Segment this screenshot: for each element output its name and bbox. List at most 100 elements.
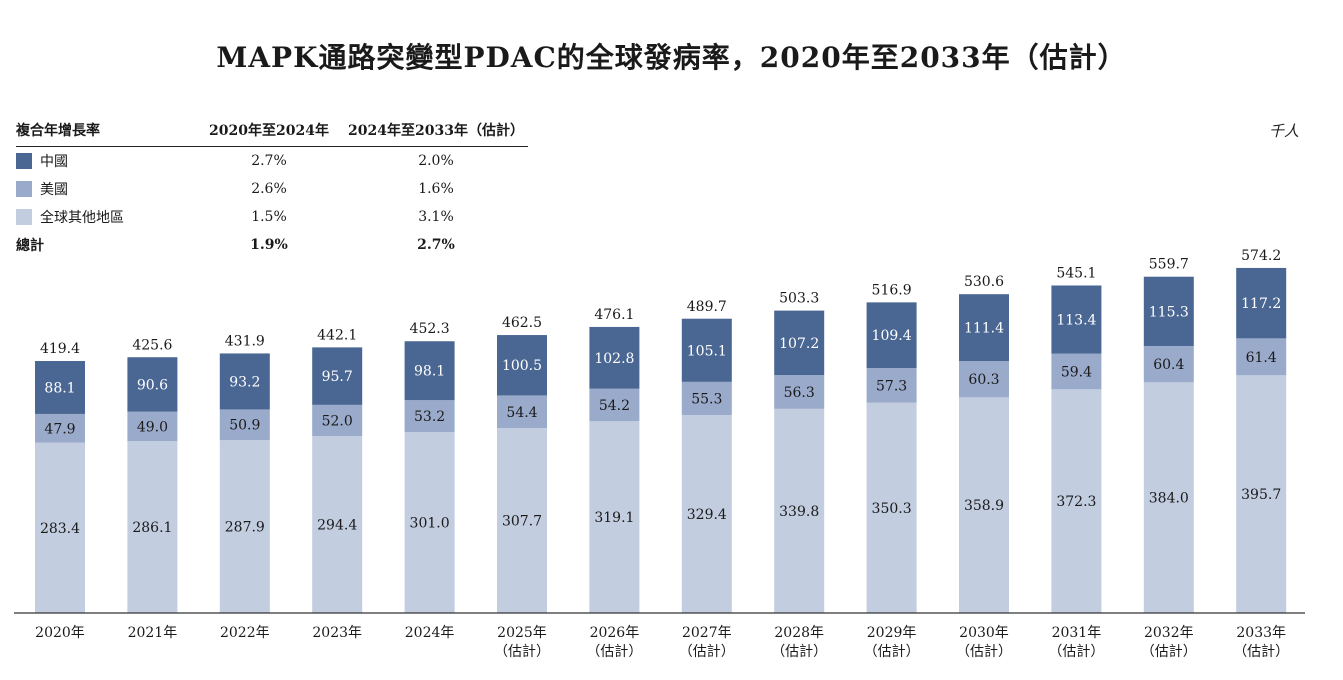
bar-china-3 xyxy=(312,347,363,405)
value-label-china-12: 115.3 xyxy=(1149,304,1189,320)
legend-header: 複合年增長率 2020年至2024年 2024年至2033年（估計） xyxy=(16,120,528,147)
x-tick-sublabel-11: （估計） xyxy=(1048,644,1104,660)
value-label-rest-of-world-2: 287.9 xyxy=(225,520,265,536)
total-label-3: 442.1 xyxy=(317,327,357,343)
value-label-china-4: 98.1 xyxy=(414,364,445,380)
value-label-china-9: 109.4 xyxy=(872,328,912,344)
x-tick-label-11: 2031年 xyxy=(1052,625,1102,641)
value-label-rest-of-world-9: 350.3 xyxy=(872,501,912,517)
bar-china-8 xyxy=(774,310,825,376)
total-label-10: 530.6 xyxy=(964,274,1004,290)
bar-china-11 xyxy=(1051,285,1102,354)
total-label-8: 503.3 xyxy=(779,291,819,307)
legend-cagr2-rest-of-world: 3.1% xyxy=(418,209,454,225)
bar-china-9 xyxy=(866,302,917,369)
bar-rest-of-world-8 xyxy=(774,408,825,613)
x-tick-label-6: 2026年 xyxy=(590,625,640,641)
legend-swatch-rest-of-world xyxy=(16,209,32,225)
value-label-rest-of-world-0: 283.4 xyxy=(40,521,80,537)
x-tick-label-13: 2033年 xyxy=(1236,625,1286,641)
total-label-2: 431.9 xyxy=(225,333,265,349)
value-label-us-4: 53.2 xyxy=(414,409,445,425)
value-label-china-6: 102.8 xyxy=(594,351,634,367)
x-tick-sublabel-6: （估計） xyxy=(586,644,642,660)
legend-header-period1: 2020年至2024年 xyxy=(209,123,329,139)
value-label-china-2: 93.2 xyxy=(229,374,260,390)
total-label-1: 425.6 xyxy=(132,337,172,353)
value-label-us-10: 60.3 xyxy=(968,372,999,388)
legend-header-cagr: 複合年增長率 xyxy=(16,123,100,139)
total-label-6: 476.1 xyxy=(594,307,634,323)
bar-china-1 xyxy=(127,357,178,412)
bar-us-3 xyxy=(312,404,363,437)
bar-us-5 xyxy=(497,395,547,429)
total-label-12: 559.7 xyxy=(1149,257,1189,273)
legend-label-china: 中國 xyxy=(40,154,68,170)
total-label-4: 452.3 xyxy=(410,321,450,337)
bar-us-11 xyxy=(1051,353,1102,390)
legend-cagr2-china: 2.0% xyxy=(418,153,454,169)
chart-title: MAPK通路突變型PDAC的全球發病率，2020年至2033年（估計） xyxy=(216,41,1127,74)
value-label-rest-of-world-12: 384.0 xyxy=(1149,491,1189,507)
bar-china-13 xyxy=(1236,267,1287,339)
value-label-rest-of-world-10: 358.9 xyxy=(964,498,1004,514)
legend-swatch-us xyxy=(16,181,32,197)
x-tick-label-12: 2032年 xyxy=(1144,625,1194,641)
legend-cagr2-total: 2.7% xyxy=(417,237,455,253)
x-tick-sublabel-5: （估計） xyxy=(494,644,550,660)
legend-table: 複合年增長率 2020年至2024年 2024年至2033年（估計） 中國 2.… xyxy=(16,120,528,259)
x-tick-label-0: 2020年 xyxy=(35,625,85,641)
bar-rest-of-world-5 xyxy=(497,428,547,613)
bar-china-12 xyxy=(1143,276,1194,346)
value-label-us-2: 50.9 xyxy=(229,418,260,434)
total-label-7: 489.7 xyxy=(687,299,727,315)
bar-rest-of-world-1 xyxy=(127,441,178,613)
value-label-us-3: 52.0 xyxy=(322,413,353,429)
bar-china-10 xyxy=(959,294,1009,362)
bar-us-9 xyxy=(866,368,917,403)
value-label-us-13: 61.4 xyxy=(1246,350,1277,366)
x-tick-sublabel-13: （估計） xyxy=(1233,644,1289,660)
x-tick-sublabel-9: （估計） xyxy=(864,644,920,660)
value-label-us-8: 56.3 xyxy=(784,385,815,401)
bar-china-2 xyxy=(219,353,270,410)
legend-row-rest-of-world: 全球其他地區 1.5% 3.1% xyxy=(16,203,528,231)
bar-china-7 xyxy=(681,318,732,382)
value-label-rest-of-world-5: 307.7 xyxy=(502,514,542,530)
x-tick-sublabel-12: （估計） xyxy=(1141,644,1197,660)
bar-us-1 xyxy=(127,411,178,442)
bar-rest-of-world-7 xyxy=(681,415,732,613)
value-label-rest-of-world-1: 286.1 xyxy=(132,520,172,536)
bar-us-0 xyxy=(35,413,85,443)
legend-row-china: 中國 2.7% 2.0% xyxy=(16,147,528,175)
value-label-china-5: 100.5 xyxy=(502,358,542,374)
value-label-us-11: 59.4 xyxy=(1061,364,1092,380)
value-label-us-5: 54.4 xyxy=(506,405,537,421)
x-tick-label-8: 2028年 xyxy=(774,625,824,641)
bar-china-6 xyxy=(589,326,640,389)
bar-us-12 xyxy=(1143,345,1194,383)
legend-label-total: 總計 xyxy=(16,238,44,254)
value-label-china-0: 88.1 xyxy=(44,380,75,396)
value-label-rest-of-world-13: 395.7 xyxy=(1241,487,1281,503)
value-label-us-12: 60.4 xyxy=(1153,357,1184,373)
x-tick-sublabel-8: （估計） xyxy=(771,644,827,660)
bar-rest-of-world-11 xyxy=(1051,389,1102,613)
legend-row-total: 總計 1.9% 2.7% xyxy=(16,231,528,259)
x-tick-label-3: 2023年 xyxy=(312,625,362,641)
x-tick-label-10: 2030年 xyxy=(959,625,1009,641)
legend-label-rest-of-world: 全球其他地區 xyxy=(40,210,124,226)
legend-label-us: 美國 xyxy=(40,182,68,198)
bar-rest-of-world-0 xyxy=(35,442,85,613)
bar-rest-of-world-10 xyxy=(959,397,1009,613)
bar-rest-of-world-12 xyxy=(1143,382,1194,613)
total-label-11: 545.1 xyxy=(1056,265,1096,281)
value-label-rest-of-world-7: 329.4 xyxy=(687,507,727,523)
total-label-0: 419.4 xyxy=(40,341,80,357)
total-label-13: 574.2 xyxy=(1241,248,1281,264)
value-label-us-1: 49.0 xyxy=(137,419,168,435)
value-label-rest-of-world-8: 339.8 xyxy=(779,504,819,520)
value-label-us-6: 54.2 xyxy=(599,398,630,414)
bar-us-7 xyxy=(681,381,732,416)
